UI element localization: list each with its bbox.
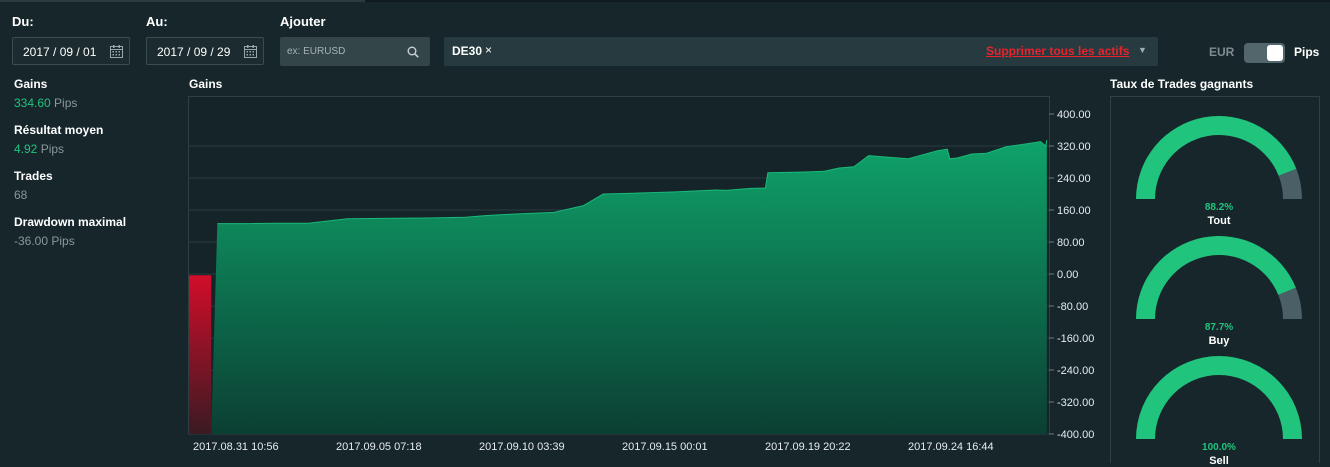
gauge-arc (1136, 236, 1302, 319)
calendar-icon[interactable] (244, 45, 257, 63)
win-rate-panel (1110, 96, 1320, 463)
selected-assets-bar: DE30 × Supprimer tous les actifs ▼ (444, 37, 1158, 66)
negative-area (189, 275, 212, 434)
asset-chip: DE30 (452, 44, 483, 58)
y-tick-label: 80.00 (1057, 237, 1085, 249)
stat-value-number: 334.60 (14, 96, 51, 110)
gauge-remainder (1278, 287, 1302, 319)
stat-value-unit: Pips (40, 142, 65, 156)
x-tick-label: 2017.09.05 07:18 (336, 441, 422, 453)
y-tick-label: -240.00 (1057, 365, 1094, 377)
to-date-field[interactable]: 2017 / 09 / 29 (146, 37, 264, 65)
unit-eur-label[interactable]: EUR (1209, 45, 1235, 59)
to-date-value: 2017 / 09 / 29 (157, 45, 231, 59)
stat-gains-label: Gains (14, 77, 48, 91)
unit-toggle[interactable] (1244, 43, 1285, 63)
top-divider-segment (0, 0, 190, 2)
chevron-down-icon[interactable]: ▼ (1138, 45, 1147, 55)
y-tick-label: -160.00 (1057, 333, 1094, 345)
gauge-percent: 100.0% (1202, 442, 1236, 453)
x-tick-label: 2017.09.15 00:01 (622, 441, 708, 453)
gauge-fill (1136, 236, 1296, 319)
series-line (217, 140, 1048, 225)
stat-trades-label: Trades (14, 169, 53, 183)
y-tick-label: 160.00 (1057, 205, 1091, 217)
x-tick-label: 2017.09.24 16:44 (908, 441, 994, 453)
search-icon[interactable] (407, 45, 419, 63)
positive-area (211, 140, 1047, 434)
add-asset-label: Ajouter (280, 14, 326, 29)
x-tick-label: 2017.08.31 10:56 (193, 441, 279, 453)
gauge-remainder (1278, 168, 1302, 199)
gauge-all: 88.2% Tout (1129, 107, 1309, 227)
y-tick-label: -400.00 (1057, 429, 1094, 441)
calendar-icon[interactable] (110, 45, 123, 63)
gauge-percent: 88.2% (1204, 202, 1234, 213)
gauge-arc (1136, 356, 1302, 439)
to-label: Au: (146, 14, 168, 29)
clear-all-assets-link[interactable]: Supprimer tous les actifs (986, 44, 1130, 58)
stat-drawdown-label: Drawdown maximal (14, 215, 127, 229)
gauge-buy: 87.7% Buy (1129, 227, 1309, 347)
from-date-value: 2017 / 09 / 01 (23, 45, 97, 59)
asset-search-input[interactable] (280, 37, 400, 66)
gains-area-chart: 400.00 320.00 240.00 160.00 80.00 0.00 -80.00 -… (188, 96, 1094, 453)
y-tick-label: -80.00 (1057, 301, 1088, 313)
remove-asset-icon[interactable]: × (485, 43, 493, 57)
stat-average-label: Résultat moyen (14, 123, 104, 137)
gauge-arc (1136, 116, 1302, 199)
gauge-fill (1136, 116, 1297, 199)
stat-value-number: -36.00 (14, 234, 49, 248)
y-tick-label: 240.00 (1057, 173, 1091, 185)
win-rate-title: Taux de Trades gagnants (1110, 77, 1254, 91)
asset-search (280, 37, 430, 66)
gauge-sell: 100.0% Sell (1129, 347, 1309, 467)
gauge-label: Buy (1208, 335, 1230, 347)
stat-value-unit: Pips (54, 96, 78, 110)
y-tick-label: 320.00 (1057, 141, 1091, 153)
gauge-fill (1136, 356, 1302, 439)
stat-value-number: 68 (14, 188, 28, 202)
top-divider-segment (190, 0, 365, 2)
stat-drawdown-value: -36.00 Pips (14, 234, 75, 248)
from-date-field[interactable]: 2017 / 09 / 01 (12, 37, 130, 65)
stat-value-number: 4.92 (14, 142, 38, 156)
y-tick-label: 0.00 (1057, 269, 1078, 281)
toggle-knob (1267, 45, 1283, 61)
chart-title: Gains (189, 77, 223, 91)
y-tick-label: -320.00 (1057, 397, 1094, 409)
stat-trades-value: 68 (14, 188, 27, 202)
top-divider (0, 0, 1330, 2)
gauge-percent: 87.7% (1204, 322, 1234, 333)
unit-pips-label[interactable]: Pips (1294, 45, 1320, 59)
stat-gains-value: 334.60 Pips (14, 96, 77, 110)
y-tick-label: 400.00 (1057, 109, 1091, 121)
stat-average-value: 4.92 Pips (14, 142, 64, 156)
from-label: Du: (12, 14, 34, 29)
gauge-label: Tout (1207, 215, 1231, 227)
x-tick-label: 2017.09.19 20:22 (765, 441, 851, 453)
x-tick-label: 2017.09.10 03:39 (479, 441, 565, 453)
gauge-label: Sell (1209, 455, 1229, 467)
stat-value-unit: Pips (51, 234, 75, 248)
